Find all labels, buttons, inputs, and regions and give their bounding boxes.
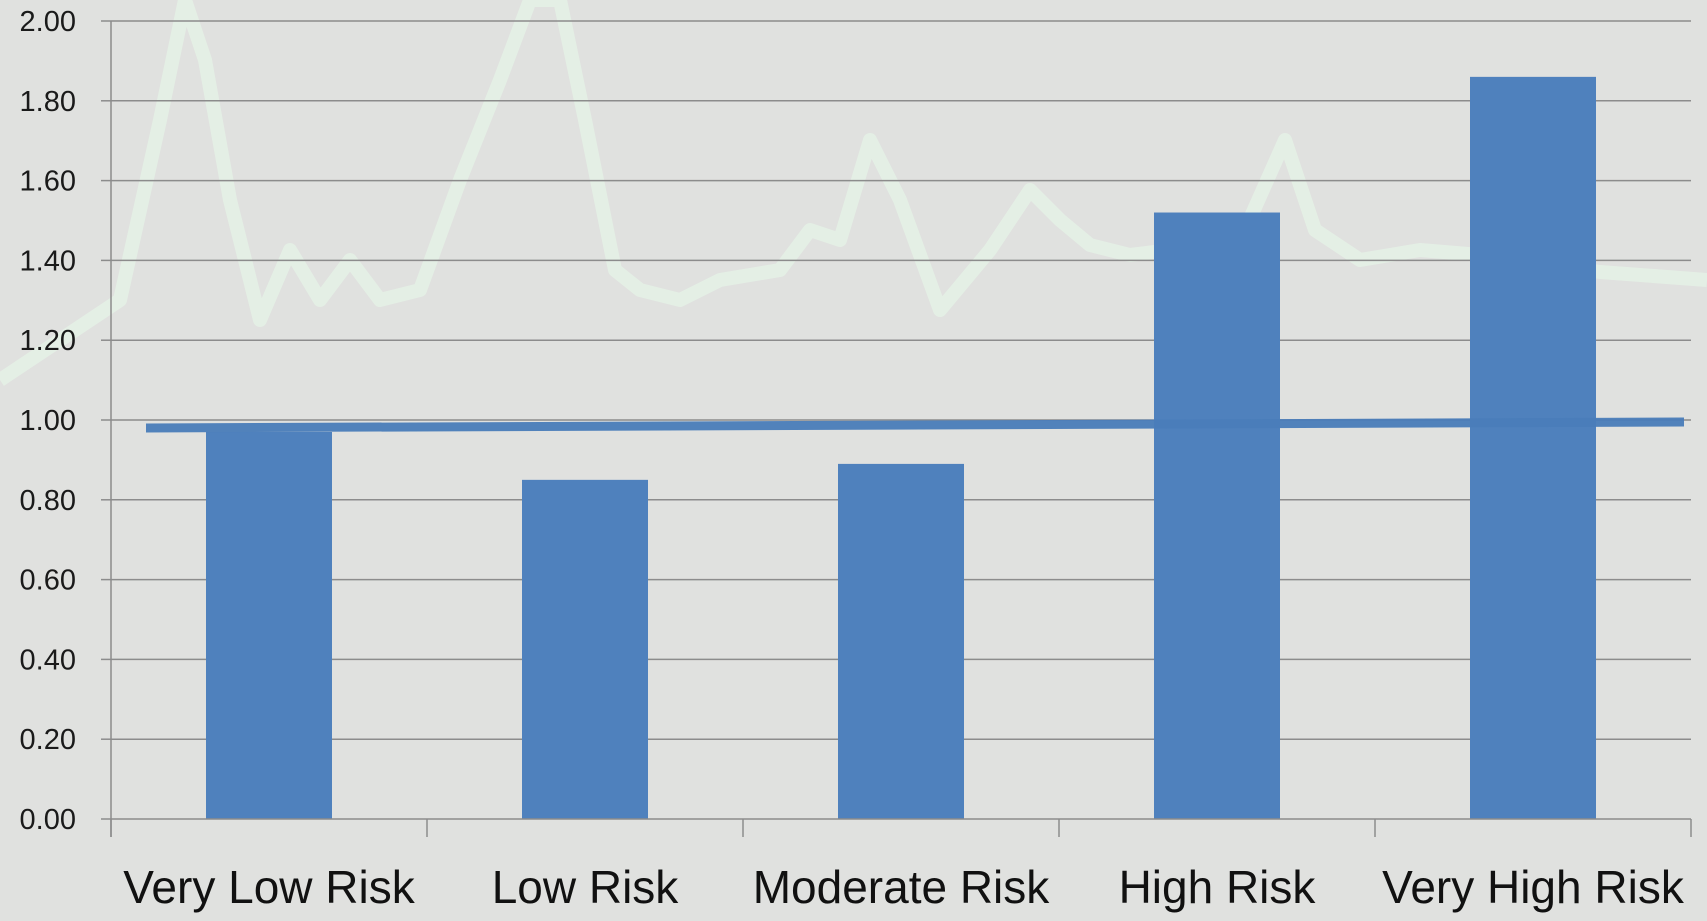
y-tick-label: 0.20 — [20, 724, 76, 756]
reference-line — [145, 417, 1685, 433]
tick-labels: 0.00 0.20 0.40 0.60 0.80 1.00 1.20 1.40 1.60 1.80… — [20, 6, 1685, 913]
y-tick-label: 0.60 — [20, 565, 76, 597]
y-tick-label: 1.20 — [20, 325, 76, 357]
y-tick-label: 1.80 — [20, 86, 76, 118]
bar — [1154, 212, 1280, 819]
y-tick-label: 1.40 — [20, 245, 76, 277]
bar — [1470, 76, 1596, 820]
x-tick-label: High Risk — [1119, 861, 1317, 913]
bar — [522, 479, 648, 819]
y-tick-label: 0.80 — [20, 485, 76, 517]
y-tick-label: 1.00 — [20, 405, 76, 437]
axes — [110, 21, 1692, 837]
x-tick-label: Moderate Risk — [753, 861, 1051, 913]
background-decoration — [0, 0, 1707, 386]
y-tick-label: 0.40 — [20, 644, 76, 676]
y-tick-label: 1.60 — [20, 166, 76, 198]
y-tick-label: 2.00 — [20, 6, 76, 38]
y-tick-label: 0.00 — [20, 804, 76, 836]
bar — [206, 431, 332, 819]
x-tick-label: Very Low Risk — [123, 861, 415, 913]
bars — [206, 76, 1596, 820]
bar — [838, 463, 964, 819]
reference-line-group — [145, 417, 1685, 433]
x-tick-label: Low Risk — [492, 861, 680, 913]
background-trace — [0, 0, 1707, 386]
x-tick-label: Very High Risk — [1382, 861, 1685, 913]
